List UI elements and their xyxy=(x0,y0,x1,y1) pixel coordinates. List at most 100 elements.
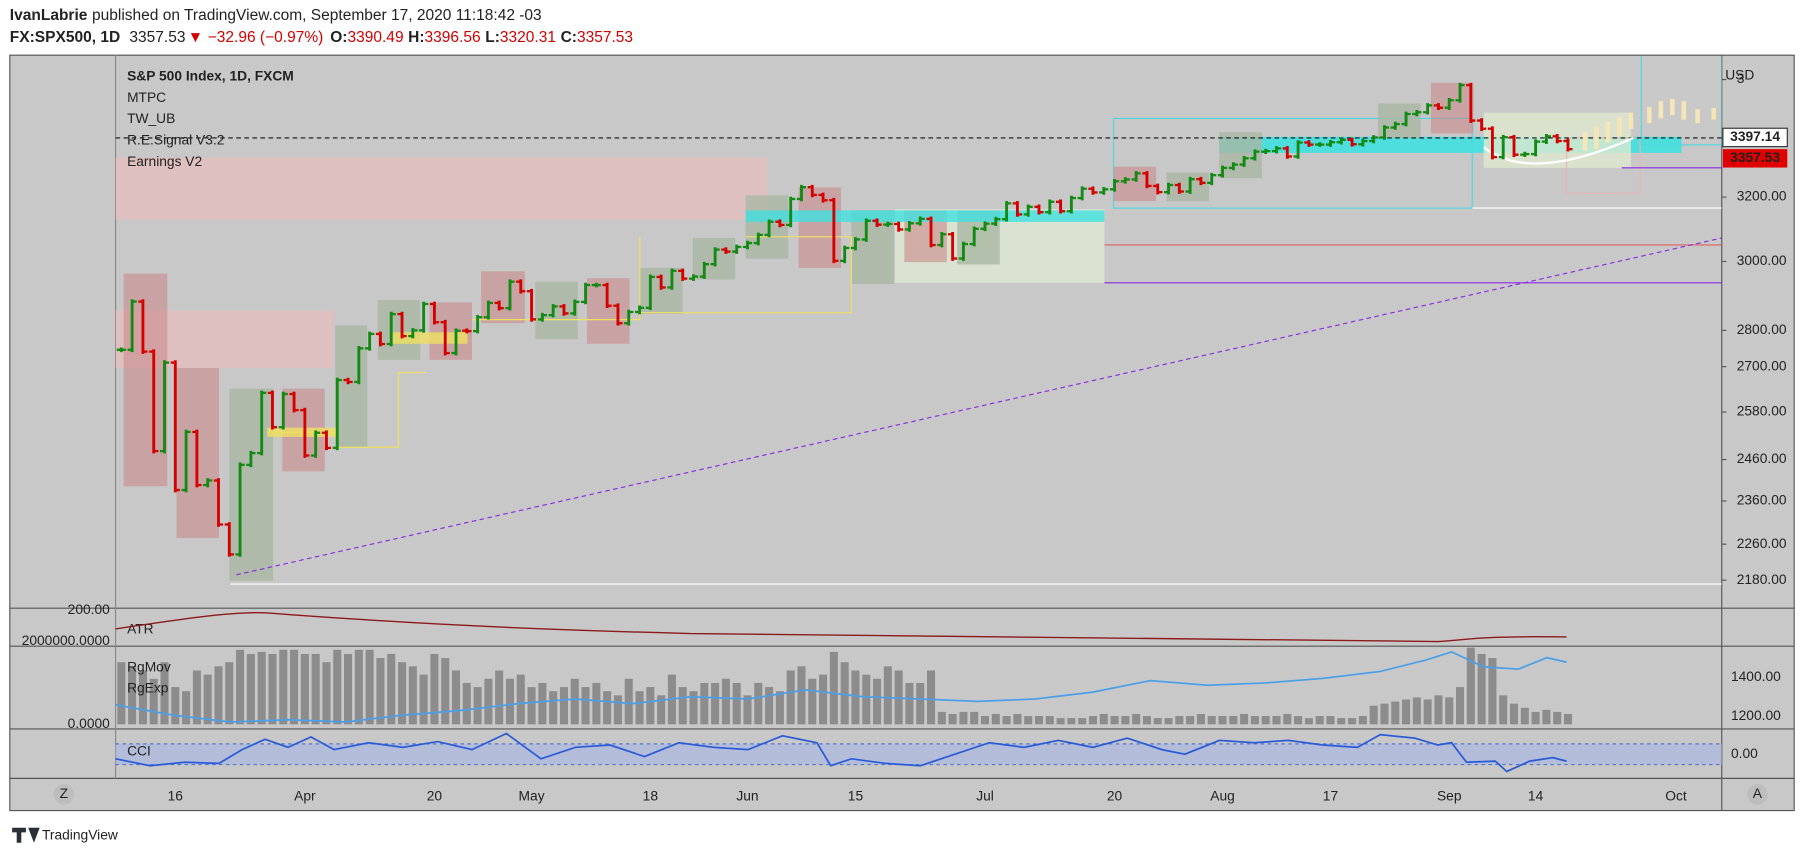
price-bars xyxy=(116,82,1573,557)
box xyxy=(745,195,789,259)
volume-bar xyxy=(1240,713,1249,725)
ohlc-value: 3390.49 xyxy=(347,29,403,46)
legend-item: S&P 500 Index, 1D, FXCM xyxy=(127,69,294,84)
cci-label: CCI xyxy=(127,744,151,759)
volume-bar xyxy=(344,653,353,725)
legend: S&P 500 Index, 1D, FXCM MTPC TW_UB R.E.Sign… xyxy=(127,69,294,169)
y-tick-label: 3200.00 xyxy=(1737,189,1787,204)
price-label: 3397.14 xyxy=(1730,129,1780,144)
y-tick-label: 3 xyxy=(1737,71,1745,86)
ohlc-key: H: xyxy=(408,29,424,46)
volume-bar xyxy=(1132,713,1141,725)
volume-bar xyxy=(1402,699,1411,725)
volume-bar xyxy=(1002,716,1011,725)
volume-bar xyxy=(171,687,180,725)
volume-bar xyxy=(970,711,979,725)
volume-bar xyxy=(559,687,568,725)
ohlc-key: C: xyxy=(561,29,577,46)
volume-bar xyxy=(1434,695,1443,725)
volume-bar xyxy=(721,678,730,725)
x-tick-label: 17 xyxy=(1323,788,1338,803)
button[interactable] xyxy=(1747,784,1768,805)
volume-bar xyxy=(441,658,450,725)
volume-bar xyxy=(1229,716,1238,725)
y-tick-label: 2180.00 xyxy=(1737,572,1787,587)
volume-bar xyxy=(1391,701,1400,725)
x-tick-label: 16 xyxy=(168,788,184,803)
volume-bar xyxy=(484,678,493,725)
volume-bar xyxy=(1186,716,1195,725)
volume-bar xyxy=(657,695,666,725)
volume-bar xyxy=(980,716,990,725)
volume-bar xyxy=(203,674,212,725)
volume-bar xyxy=(268,653,277,725)
volume-bar xyxy=(365,649,374,725)
x-tick-label: Sep xyxy=(1437,788,1462,803)
volume-bar xyxy=(1164,718,1173,725)
volume-bar xyxy=(1175,716,1184,725)
header-line-1: IvanLabrie published on TradingView.com, … xyxy=(10,7,542,24)
volume-bar xyxy=(916,682,925,725)
ohlc-value: 3357.53 xyxy=(577,29,633,46)
volume-bar xyxy=(376,658,385,725)
drawings xyxy=(115,56,1722,585)
y-tick-label: 2360.00 xyxy=(1737,493,1787,508)
volume-bar xyxy=(1304,718,1313,725)
volume-bar xyxy=(592,682,601,725)
button-label[interactable]: A xyxy=(1753,786,1763,801)
change: −32.96 (−0.97%) xyxy=(208,29,324,46)
volume-bar xyxy=(128,666,137,725)
box xyxy=(535,281,578,340)
box xyxy=(229,388,274,581)
volume-bar xyxy=(1013,713,1022,725)
price-label: 3357.53 xyxy=(1730,150,1780,165)
volume-bar xyxy=(732,682,741,725)
volume-bar xyxy=(257,651,266,725)
volume-bar xyxy=(300,653,309,725)
volume-bar xyxy=(959,711,968,725)
volume-bar xyxy=(700,682,709,725)
volume-bar xyxy=(948,713,957,725)
box xyxy=(335,325,368,448)
volume-bar xyxy=(1272,716,1281,725)
volume-bar xyxy=(354,649,363,725)
volume-bar xyxy=(214,666,223,725)
volume-bar xyxy=(1088,716,1097,725)
button[interactable] xyxy=(53,784,75,805)
y-tick-label: 2800.00 xyxy=(1737,322,1787,337)
volume-bar xyxy=(1509,703,1519,725)
volume-bar xyxy=(635,691,644,725)
volume-bar xyxy=(505,678,515,725)
volume-bar xyxy=(1412,697,1421,725)
volume-bar xyxy=(851,670,860,725)
volume-bar xyxy=(1121,716,1130,725)
volume-bar xyxy=(311,653,320,725)
volume-bar xyxy=(883,666,892,725)
volume-bar xyxy=(937,711,946,725)
volume-bar xyxy=(430,653,439,725)
arrow: ▼ xyxy=(188,29,203,46)
ohlc-value: 3396.56 xyxy=(425,29,481,46)
band xyxy=(267,427,337,437)
x-tick-label: 20 xyxy=(427,788,443,803)
volume-bar xyxy=(743,695,752,725)
volume-bar xyxy=(905,682,914,725)
projection xyxy=(1582,98,1717,151)
volume-bar xyxy=(1196,713,1205,725)
legend-item: MTPC xyxy=(127,90,166,105)
volume-bar xyxy=(1326,716,1335,725)
cci-tick: 0.00 xyxy=(1731,746,1758,761)
right-tick: 1200.00 xyxy=(1731,708,1781,723)
volume-bar xyxy=(581,687,590,725)
volume-bar xyxy=(1045,716,1054,725)
band xyxy=(745,210,1105,222)
footer-logo: TradingView xyxy=(42,827,118,842)
volume-bar xyxy=(462,682,471,725)
button-label[interactable]: Z xyxy=(60,786,68,801)
volume-bar xyxy=(819,674,828,725)
volume-bar xyxy=(1099,713,1108,725)
volume-bar xyxy=(1423,699,1432,725)
outline xyxy=(1640,56,1722,146)
volume-bar xyxy=(1563,713,1573,725)
volume-bar xyxy=(322,662,331,725)
